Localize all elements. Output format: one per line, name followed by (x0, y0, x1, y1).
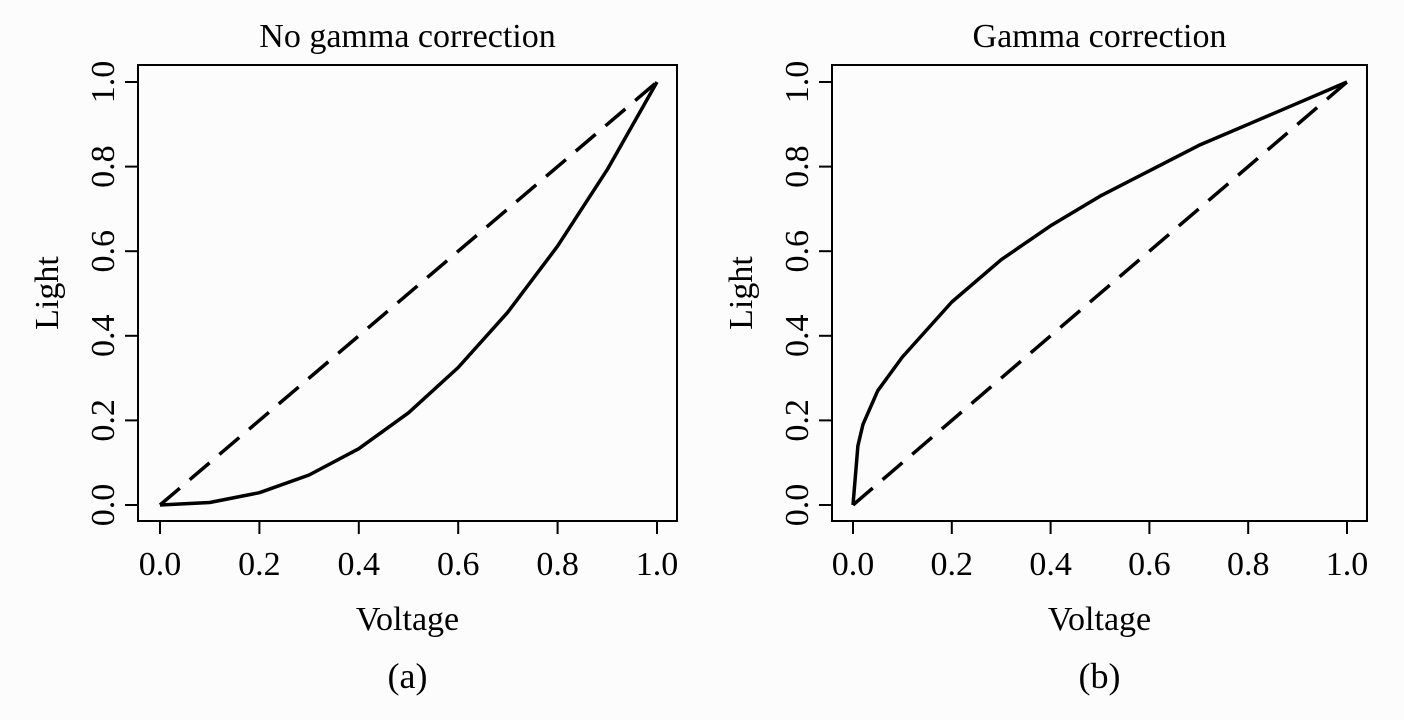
panel-label: (b) (1079, 656, 1121, 696)
y-tick-label: 0.8 (85, 145, 122, 188)
y-tick-label: 0.4 (85, 315, 122, 358)
plot-frame (137, 64, 678, 522)
x-tick-label: 0.2 (238, 546, 281, 583)
y-tick-label: 0.6 (85, 230, 122, 273)
x-axis-label: Voltage (1048, 601, 1151, 638)
y-tick-label: 0.0 (85, 484, 122, 527)
x-tick-label: 0.4 (1029, 546, 1072, 583)
x-tick-label: 0.2 (931, 546, 974, 583)
y-tick-label: 1.0 (85, 61, 122, 104)
dashed-reference-line (851, 80, 1349, 507)
y-tick-label: 0.2 (779, 399, 816, 442)
y-tick-label: 0.6 (779, 230, 816, 273)
x-tick-label: 0.6 (437, 546, 480, 583)
x-tick-label: 0.0 (832, 546, 875, 583)
y-tick-label: 0.0 (779, 484, 816, 527)
y-tick-label: 0.8 (779, 145, 816, 188)
x-tick-label: 0.6 (1128, 546, 1171, 583)
y-axis-label: Light (723, 256, 760, 330)
chart-title: No gamma correction (259, 18, 555, 55)
chart-title: Gamma correction (973, 18, 1227, 55)
panel-a: No gamma correction 0.0 0.2 0.4 0.6 0.8 1.0 0.0… (29, 18, 678, 696)
solid-curve (851, 80, 1348, 506)
plot-frame (831, 64, 1368, 522)
y-tick-label: 0.2 (85, 399, 122, 442)
x-tick-label: 1.0 (1326, 546, 1369, 583)
panel-label: (a) (388, 656, 428, 696)
x-tick-label: 0.8 (1227, 546, 1270, 583)
y-axis-label: Light (29, 256, 66, 330)
dashed-reference-line (158, 80, 659, 507)
solid-curve (159, 81, 659, 507)
x-axis-label: Voltage (356, 601, 459, 638)
y-tick-label: 0.4 (779, 315, 816, 358)
x-tick-label: 1.0 (636, 546, 679, 583)
y-tick-label: 1.0 (779, 61, 816, 104)
panel-b: Gamma correction 0.0 0.2 0.4 0.6 0.8 1.0 0.0 0.2… (723, 18, 1368, 696)
x-tick-label: 0.0 (139, 546, 182, 583)
x-tick-label: 0.8 (536, 546, 579, 583)
x-tick-label: 0.4 (338, 546, 381, 583)
